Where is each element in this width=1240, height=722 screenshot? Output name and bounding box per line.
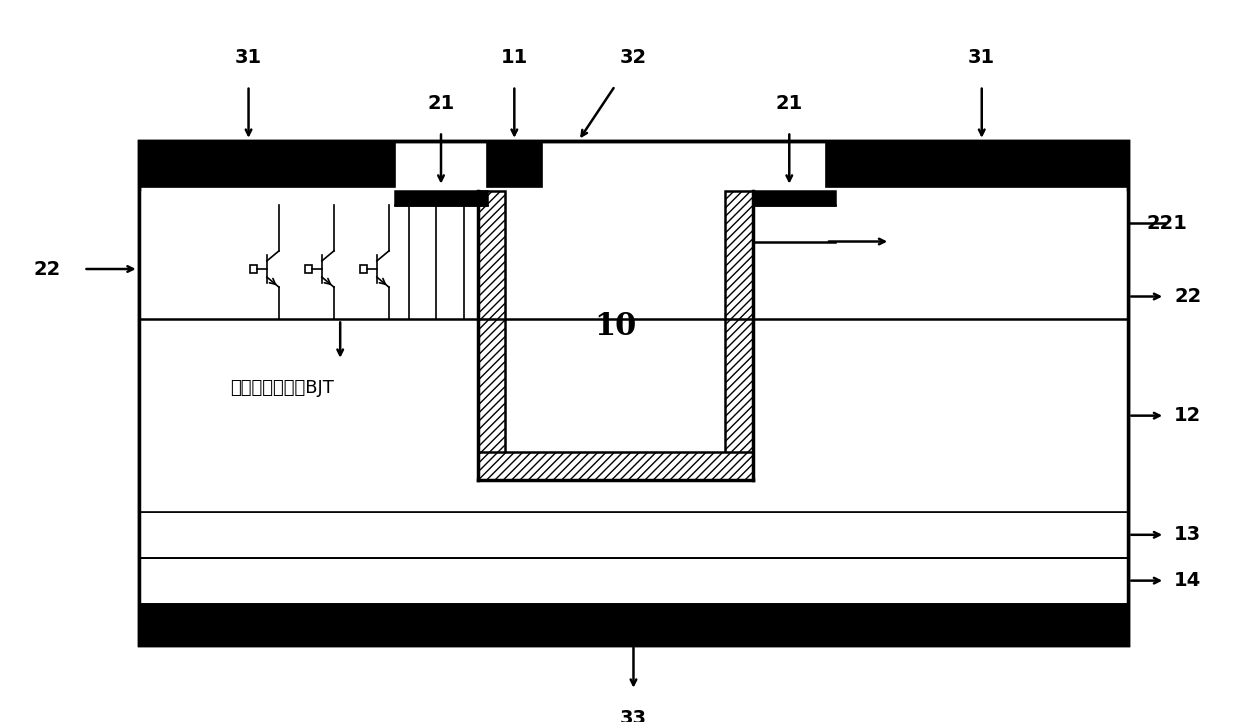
Text: 33: 33 [620, 709, 647, 722]
Text: 21: 21 [776, 94, 804, 113]
Text: 12: 12 [1174, 406, 1202, 425]
Text: 10: 10 [594, 310, 636, 342]
Bar [487, 141, 542, 186]
Bar [139, 191, 1128, 319]
Bar [753, 191, 835, 205]
Bar [139, 512, 1128, 557]
Text: 14: 14 [1174, 571, 1202, 590]
Text: 并联形式的寄生BJT: 并联形式的寄生BJT [231, 379, 334, 397]
Bar [139, 557, 1128, 604]
Text: 31: 31 [234, 48, 262, 67]
Bar [139, 141, 1128, 645]
Bar [725, 191, 753, 480]
Bar [396, 191, 487, 205]
Bar [305, 266, 311, 272]
Text: 22: 22 [1174, 287, 1202, 306]
Bar [826, 141, 1128, 186]
Bar [139, 319, 1128, 512]
Bar [477, 452, 753, 480]
Text: 11: 11 [501, 48, 528, 67]
Text: 31: 31 [968, 48, 996, 67]
Bar [249, 266, 257, 272]
Bar [477, 191, 505, 480]
Text: 21: 21 [428, 94, 455, 113]
Bar [139, 141, 1128, 645]
Text: 13: 13 [1174, 526, 1202, 544]
Text: 32: 32 [620, 48, 647, 67]
Text: 221: 221 [1147, 214, 1188, 232]
Text: 22: 22 [33, 259, 61, 279]
Bar [501, 191, 729, 457]
Bar [360, 266, 367, 272]
Bar [139, 141, 396, 186]
Bar [139, 604, 1128, 645]
